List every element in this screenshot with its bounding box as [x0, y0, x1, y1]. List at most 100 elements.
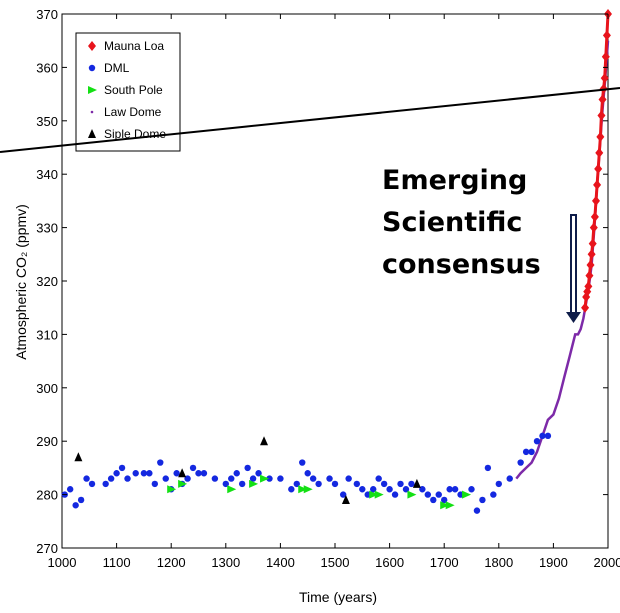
data-point	[593, 179, 602, 190]
data-point	[479, 496, 486, 504]
series-mauna-loa	[581, 9, 612, 313]
data-point	[162, 475, 169, 482]
data-point	[124, 475, 131, 482]
data-point	[151, 480, 159, 488]
data-point	[581, 302, 590, 313]
data-point	[588, 238, 597, 249]
data-point	[597, 110, 606, 121]
data-point	[74, 452, 83, 462]
data-point	[266, 475, 273, 482]
x-tick-label: 1300	[211, 555, 240, 570]
data-point	[195, 470, 202, 477]
data-point	[595, 147, 604, 158]
annotation-text: Emerging Scientific consensus	[382, 160, 541, 286]
legend-marker	[88, 129, 96, 138]
data-point	[601, 51, 610, 62]
data-point	[277, 475, 284, 482]
data-point	[408, 480, 415, 488]
y-tick-label: 340	[36, 167, 58, 182]
annotation-line-1: Emerging	[382, 165, 528, 196]
data-point	[345, 475, 352, 482]
data-point	[490, 491, 497, 498]
data-point	[102, 480, 109, 488]
data-point	[249, 475, 257, 482]
data-point	[544, 432, 552, 440]
data-point	[249, 479, 259, 488]
data-point	[369, 490, 379, 499]
y-axis: 270 280 290 300 310 320 330 340 350 360 370	[36, 7, 608, 556]
x-tick-label: 1800	[484, 555, 513, 570]
data-point	[339, 491, 347, 498]
data-point	[298, 485, 308, 494]
data-point	[200, 470, 208, 477]
data-point	[132, 470, 139, 477]
data-point	[118, 464, 126, 472]
series-dml	[61, 432, 552, 514]
data-point	[585, 270, 594, 281]
data-point	[539, 432, 546, 440]
data-point	[228, 475, 235, 482]
data-point	[341, 494, 350, 504]
y-tick-label: 300	[36, 381, 58, 396]
data-point	[584, 281, 593, 292]
data-point	[602, 30, 611, 41]
data-point	[591, 195, 600, 206]
data-point	[260, 474, 270, 483]
data-point	[167, 485, 177, 494]
data-point	[326, 475, 333, 482]
data-point	[244, 464, 251, 472]
data-point	[407, 490, 417, 499]
x-tick-label: 1100	[103, 555, 131, 570]
legend-label: South Pole	[104, 83, 163, 97]
y-tick-label: 280	[36, 488, 58, 503]
y-tick-label: 330	[36, 221, 58, 236]
data-point	[299, 459, 306, 466]
legend-marker	[88, 64, 96, 72]
threshold-line	[0, 87, 620, 153]
data-point	[412, 478, 421, 488]
data-point	[586, 259, 595, 270]
y-tick-label: 320	[36, 274, 58, 289]
legend-marker	[88, 41, 96, 51]
data-point	[506, 475, 513, 482]
data-point	[288, 486, 295, 493]
data-point	[587, 249, 596, 260]
legend-box	[75, 32, 181, 152]
data-point	[600, 73, 609, 84]
data-point	[260, 436, 269, 446]
data-point	[589, 222, 598, 233]
x-tick-label: 1700	[430, 555, 459, 570]
legend: Mauna Loa DML South Pole Law Dome Siple Dome	[75, 32, 181, 152]
data-point	[590, 211, 599, 222]
annotation-line-2: Scientific	[382, 207, 523, 238]
legend-item: Siple Dome	[88, 127, 166, 141]
data-point	[304, 470, 311, 477]
x-tick-label: 1000	[48, 555, 77, 570]
y-tick-label: 270	[36, 541, 58, 556]
data-point	[359, 486, 366, 493]
data-point	[140, 470, 148, 477]
data-point	[107, 475, 115, 482]
data-point	[424, 491, 432, 498]
data-point	[446, 486, 453, 493]
legend-label: Law Dome	[104, 105, 162, 119]
data-point	[227, 485, 237, 494]
data-point	[66, 486, 74, 493]
x-tick-label: 1900	[539, 555, 568, 570]
data-point	[83, 475, 90, 482]
y-axis-label: Atmospheric CO₂ (ppmv)	[13, 204, 29, 360]
x-axis: 1000 1100 1200 1300 1400 1500 1600 1700 1800 1900…	[48, 14, 620, 570]
data-point	[178, 468, 187, 478]
y-tick-label: 370	[36, 7, 58, 22]
data-point	[468, 486, 475, 493]
legend-item: South Pole	[88, 83, 163, 97]
data-point	[233, 470, 240, 477]
plot-layer	[61, 9, 612, 514]
data-point	[451, 486, 459, 493]
data-point	[596, 131, 605, 142]
data-point	[238, 480, 246, 488]
legend-label: Siple Dome	[104, 127, 166, 141]
x-tick-label: 1500	[321, 555, 350, 570]
data-point	[386, 486, 393, 493]
data-point	[178, 479, 188, 488]
